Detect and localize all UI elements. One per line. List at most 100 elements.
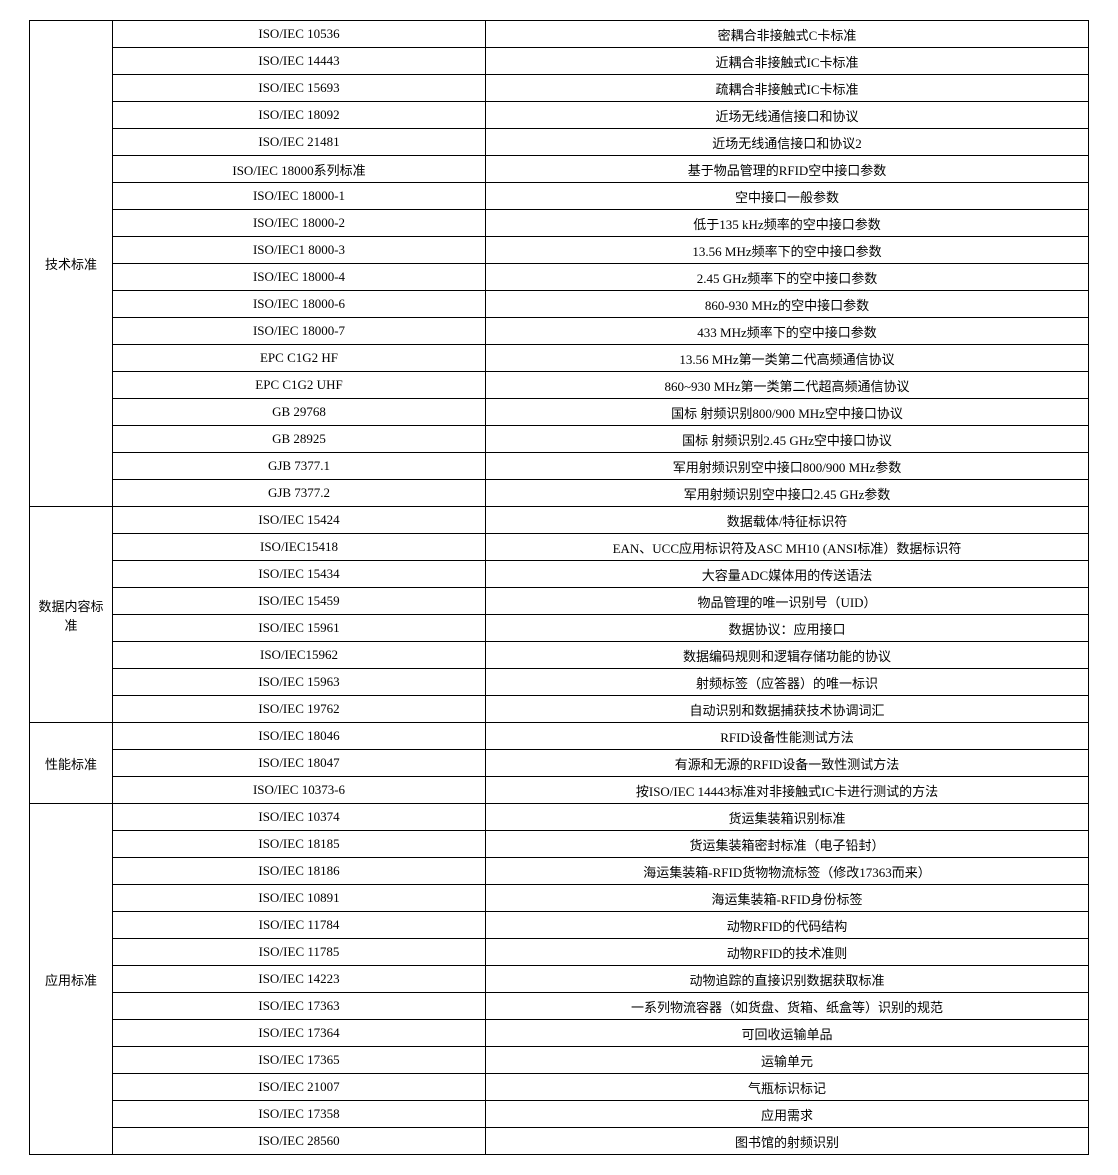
description-cell: 动物RFID的技术准则 xyxy=(486,939,1089,966)
table-row: ISO/IEC15418EAN、UCC应用标识符及ASC MH10 (ANSI标… xyxy=(30,534,1089,561)
table-row: 应用标准ISO/IEC 10374货运集装箱识别标准 xyxy=(30,804,1089,831)
category-cell: 数据内容标准 xyxy=(30,507,113,723)
description-cell: EAN、UCC应用标识符及ASC MH10 (ANSI标准）数据标识符 xyxy=(486,534,1089,561)
description-cell: 国标 射频识别2.45 GHz空中接口协议 xyxy=(486,426,1089,453)
standard-code-cell: EPC C1G2 HF xyxy=(113,345,486,372)
description-cell: 860-930 MHz的空中接口参数 xyxy=(486,291,1089,318)
standard-code-cell: ISO/IEC 18047 xyxy=(113,750,486,777)
table-row: ISO/IEC 21007气瓶标识标记 xyxy=(30,1074,1089,1101)
description-cell: 860~930 MHz第一类第二代超高频通信协议 xyxy=(486,372,1089,399)
description-cell: 军用射频识别空中接口2.45 GHz参数 xyxy=(486,480,1089,507)
standard-code-cell: ISO/IEC 18000-6 xyxy=(113,291,486,318)
standard-code-cell: ISO/IEC 17363 xyxy=(113,993,486,1020)
standard-code-cell: ISO/IEC 15963 xyxy=(113,669,486,696)
description-cell: 基于物品管理的RFID空中接口参数 xyxy=(486,156,1089,183)
standard-code-cell: ISO/IEC 17358 xyxy=(113,1101,486,1128)
description-cell: 密耦合非接触式C卡标准 xyxy=(486,21,1089,48)
table-row: ISO/IEC 17358应用需求 xyxy=(30,1101,1089,1128)
table-row: ISO/IEC 11785动物RFID的技术准则 xyxy=(30,939,1089,966)
description-cell: 图书馆的射频识别 xyxy=(486,1128,1089,1155)
table-row: GJB 7377.2军用射频识别空中接口2.45 GHz参数 xyxy=(30,480,1089,507)
table-row: ISO/IEC1 8000-313.56 MHz频率下的空中接口参数 xyxy=(30,237,1089,264)
standard-code-cell: ISO/IEC 21007 xyxy=(113,1074,486,1101)
table-row: ISO/IEC 17365运输单元 xyxy=(30,1047,1089,1074)
description-cell: 应用需求 xyxy=(486,1101,1089,1128)
description-cell: 物品管理的唯一识别号（UID） xyxy=(486,588,1089,615)
table-row: ISO/IEC 18000-1空中接口一般参数 xyxy=(30,183,1089,210)
standard-code-cell: EPC C1G2 UHF xyxy=(113,372,486,399)
table-row: ISO/IEC 18092近场无线通信接口和协议 xyxy=(30,102,1089,129)
description-cell: 低于135 kHz频率的空中接口参数 xyxy=(486,210,1089,237)
description-cell: 433 MHz频率下的空中接口参数 xyxy=(486,318,1089,345)
standard-code-cell: ISO/IEC 15693 xyxy=(113,75,486,102)
description-cell: 数据载体/特征标识符 xyxy=(486,507,1089,534)
table-row: ISO/IEC 15963射频标签（应答器）的唯一标识 xyxy=(30,669,1089,696)
standard-code-cell: ISO/IEC 14443 xyxy=(113,48,486,75)
table-body: 技术标准ISO/IEC 10536密耦合非接触式C卡标准ISO/IEC 1444… xyxy=(30,21,1089,1155)
table-row: ISO/IEC 28560图书馆的射频识别 xyxy=(30,1128,1089,1155)
standard-code-cell: ISO/IEC 21481 xyxy=(113,129,486,156)
description-cell: 海运集装箱-RFID货物物流标签（修改17363而来） xyxy=(486,858,1089,885)
description-cell: 大容量ADC媒体用的传送语法 xyxy=(486,561,1089,588)
standard-code-cell: ISO/IEC15962 xyxy=(113,642,486,669)
description-cell: 近场无线通信接口和协议 xyxy=(486,102,1089,129)
description-cell: 货运集装箱密封标准（电子铅封） xyxy=(486,831,1089,858)
description-cell: 疏耦合非接触式IC卡标准 xyxy=(486,75,1089,102)
standard-code-cell: ISO/IEC 10373-6 xyxy=(113,777,486,804)
table-row: ISO/IEC 15434大容量ADC媒体用的传送语法 xyxy=(30,561,1089,588)
standard-code-cell: ISO/IEC 15459 xyxy=(113,588,486,615)
standards-table: 技术标准ISO/IEC 10536密耦合非接触式C卡标准ISO/IEC 1444… xyxy=(29,20,1089,1155)
standard-code-cell: ISO/IEC 15434 xyxy=(113,561,486,588)
description-cell: 海运集装箱-RFID身份标签 xyxy=(486,885,1089,912)
table-row: ISO/IEC 15961数据协议：应用接口 xyxy=(30,615,1089,642)
table-row: ISO/IEC 18000系列标准基于物品管理的RFID空中接口参数 xyxy=(30,156,1089,183)
table-row: ISO/IEC 14443近耦合非接触式IC卡标准 xyxy=(30,48,1089,75)
table-row: ISO/IEC 19762自动识别和数据捕获技术协调词汇 xyxy=(30,696,1089,723)
standard-code-cell: ISO/IEC 17365 xyxy=(113,1047,486,1074)
standard-code-cell: ISO/IEC 18186 xyxy=(113,858,486,885)
description-cell: 近耦合非接触式IC卡标准 xyxy=(486,48,1089,75)
description-cell: 动物追踪的直接识别数据获取标准 xyxy=(486,966,1089,993)
description-cell: 数据协议：应用接口 xyxy=(486,615,1089,642)
description-cell: 2.45 GHz频率下的空中接口参数 xyxy=(486,264,1089,291)
standard-code-cell: ISO/IEC 10891 xyxy=(113,885,486,912)
table-row: ISO/IEC 18000-2低于135 kHz频率的空中接口参数 xyxy=(30,210,1089,237)
table-row: ISO/IEC 18186海运集装箱-RFID货物物流标签（修改17363而来） xyxy=(30,858,1089,885)
category-cell: 技术标准 xyxy=(30,21,113,507)
description-cell: RFID设备性能测试方法 xyxy=(486,723,1089,750)
table-row: 技术标准ISO/IEC 10536密耦合非接触式C卡标准 xyxy=(30,21,1089,48)
table-row: 性能标准ISO/IEC 18046RFID设备性能测试方法 xyxy=(30,723,1089,750)
table-row: ISO/IEC 18185货运集装箱密封标准（电子铅封） xyxy=(30,831,1089,858)
table-row: ISO/IEC15962数据编码规则和逻辑存储功能的协议 xyxy=(30,642,1089,669)
standard-code-cell: ISO/IEC 18000-2 xyxy=(113,210,486,237)
description-cell: 有源和无源的RFID设备一致性测试方法 xyxy=(486,750,1089,777)
standard-code-cell: ISO/IEC 10374 xyxy=(113,804,486,831)
standard-code-cell: ISO/IEC 18185 xyxy=(113,831,486,858)
table-row: ISO/IEC 15693疏耦合非接触式IC卡标准 xyxy=(30,75,1089,102)
description-cell: 军用射频识别空中接口800/900 MHz参数 xyxy=(486,453,1089,480)
table-row: GJB 7377.1军用射频识别空中接口800/900 MHz参数 xyxy=(30,453,1089,480)
table-row: GB 29768国标 射频识别800/900 MHz空中接口协议 xyxy=(30,399,1089,426)
description-cell: 13.56 MHz频率下的空中接口参数 xyxy=(486,237,1089,264)
table-row: ISO/IEC 18047有源和无源的RFID设备一致性测试方法 xyxy=(30,750,1089,777)
description-cell: 气瓶标识标记 xyxy=(486,1074,1089,1101)
description-cell: 货运集装箱识别标准 xyxy=(486,804,1089,831)
description-cell: 近场无线通信接口和协议2 xyxy=(486,129,1089,156)
description-cell: 运输单元 xyxy=(486,1047,1089,1074)
table-row: ISO/IEC 18000-6860-930 MHz的空中接口参数 xyxy=(30,291,1089,318)
table-row: ISO/IEC 18000-7433 MHz频率下的空中接口参数 xyxy=(30,318,1089,345)
standard-code-cell: ISO/IEC 10536 xyxy=(113,21,486,48)
description-cell: 空中接口一般参数 xyxy=(486,183,1089,210)
standard-code-cell: ISO/IEC 18092 xyxy=(113,102,486,129)
description-cell: 国标 射频识别800/900 MHz空中接口协议 xyxy=(486,399,1089,426)
standard-code-cell: ISO/IEC 11784 xyxy=(113,912,486,939)
table-row: GB 28925国标 射频识别2.45 GHz空中接口协议 xyxy=(30,426,1089,453)
description-cell: 动物RFID的代码结构 xyxy=(486,912,1089,939)
table-row: ISO/IEC 17363一系列物流容器（如货盘、货箱、纸盒等）识别的规范 xyxy=(30,993,1089,1020)
category-cell: 性能标准 xyxy=(30,723,113,804)
standard-code-cell: GJB 7377.1 xyxy=(113,453,486,480)
standard-code-cell: ISO/IEC 15961 xyxy=(113,615,486,642)
standard-code-cell: ISO/IEC 28560 xyxy=(113,1128,486,1155)
table-row: 数据内容标准ISO/IEC 15424数据载体/特征标识符 xyxy=(30,507,1089,534)
description-cell: 一系列物流容器（如货盘、货箱、纸盒等）识别的规范 xyxy=(486,993,1089,1020)
